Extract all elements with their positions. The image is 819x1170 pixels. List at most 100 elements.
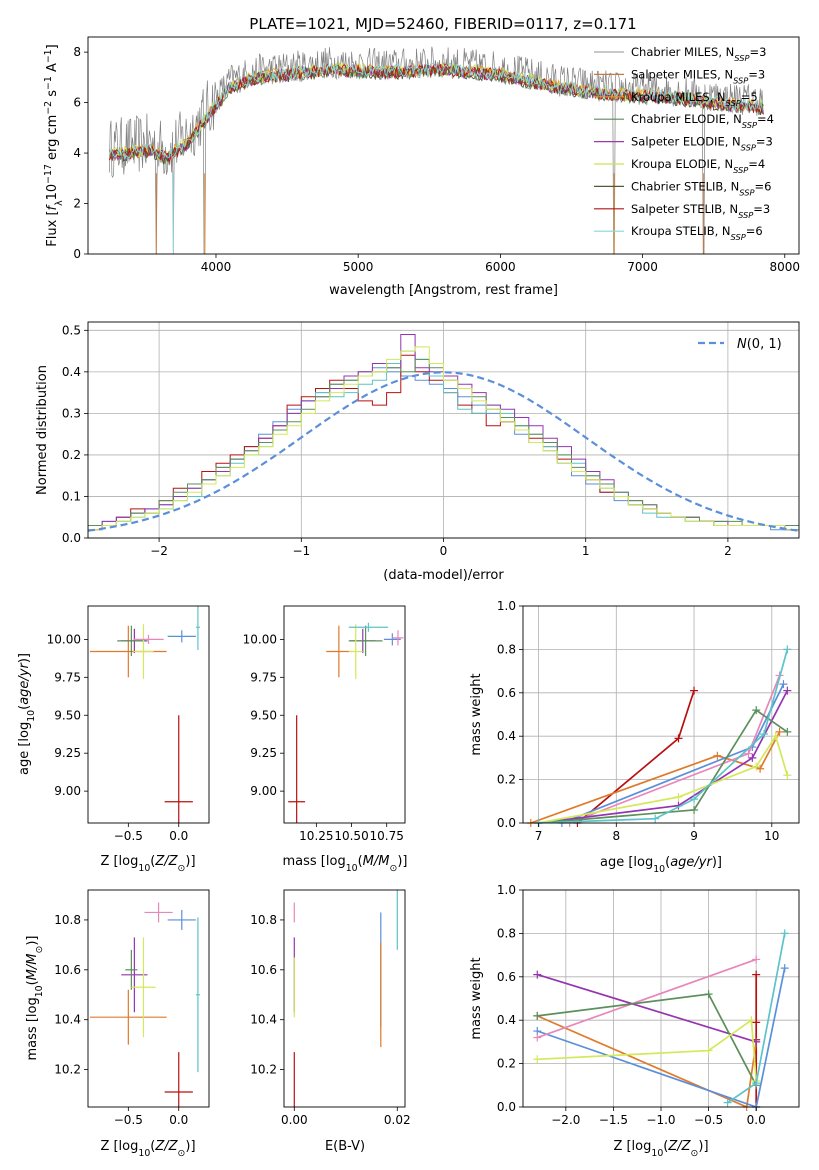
- weight-age-point: [783, 686, 792, 695]
- weight-z-point: [704, 1046, 713, 1055]
- age-z-ytick-label: 9.75: [54, 670, 81, 684]
- mass-z-ytick-label: 10.8: [54, 913, 81, 927]
- age-z-ytick-label: 9.25: [54, 746, 81, 760]
- spectrum-ytick-label: 8: [73, 45, 81, 59]
- weight-age-point: [783, 727, 792, 736]
- age-mass-ytick-label: 9.50: [250, 708, 277, 722]
- weight-age-xtick-label: 10: [764, 829, 779, 843]
- weight-age-point: [771, 732, 780, 741]
- weight-age-point: [744, 749, 753, 758]
- spectrum-xlabel: wavelength [Angstrom, rest frame]: [329, 283, 558, 298]
- weight-age-series-line: [576, 690, 695, 823]
- age-z-xtick-label: −0.5: [114, 829, 143, 843]
- mass-ebv-ytick-label: 10.8: [250, 913, 277, 927]
- residuals-xlabel: (data-model)/error: [383, 568, 504, 583]
- weight-age-axes: [523, 605, 799, 824]
- weight-z-ytick-label: 0.4: [497, 1013, 516, 1027]
- weight-z-point: [752, 1018, 761, 1027]
- age-z-ytick-label: 9.50: [54, 708, 81, 722]
- weight-z-point: [704, 990, 713, 999]
- residuals-axes: [88, 322, 799, 539]
- residuals-ytick-label: 0.2: [62, 448, 81, 462]
- age-z-ytick-label: 10.00: [47, 632, 81, 646]
- weight-age-ytick-label: 0.0: [497, 816, 516, 830]
- residuals-xtick-label: 2: [724, 544, 732, 558]
- normal-curve: [87, 371, 800, 532]
- weight-z-xlabel: Z [log10(Z/Z⊙)]: [613, 1139, 708, 1159]
- weight-age-xtick-label: 8: [612, 829, 620, 843]
- weight-age-series-line: [538, 708, 788, 823]
- weight-age-point: [783, 771, 792, 780]
- weight-age-xtick-label: 9: [690, 829, 698, 843]
- mass-z-ytick-label: 10.4: [54, 1013, 81, 1027]
- age-mass-ytick-label: 9.00: [250, 784, 277, 798]
- weight-age-point: [690, 686, 699, 695]
- weight-age-point: [674, 734, 683, 743]
- mass-z-ylabel: mass [log10(M/M⊙)]: [25, 936, 45, 1061]
- weight-age-point: [674, 792, 683, 801]
- weight-age-point: [783, 645, 792, 654]
- weight-age-ytick-label: 1.0: [497, 599, 516, 613]
- mass-ebv-xtick-label: 0.02: [384, 1113, 411, 1127]
- weight-age-point: [651, 814, 660, 823]
- mass-z-xtick-label: 0.0: [169, 1113, 188, 1127]
- legend-label: Kroupa MILES, NSSP=5: [631, 90, 758, 108]
- figure-title: PLATE=1021, MJD=52460, FIBERID=0117, z=0…: [249, 15, 636, 33]
- spectrum-xtick-label: 4000: [201, 260, 232, 274]
- mass-ebv-xlabel: E(B-V): [325, 1139, 365, 1154]
- spectrum-xtick-label: 6000: [485, 260, 516, 274]
- age-mass-ytick-label: 9.75: [250, 670, 277, 684]
- weight-age-point: [779, 680, 788, 689]
- mass-z-xtick-label: −0.5: [114, 1113, 143, 1127]
- weight-age-point: [775, 727, 784, 736]
- weight-age-point: [760, 730, 769, 739]
- residual-histogram: [88, 346, 799, 538]
- age-mass-ytick-label: 10.00: [243, 632, 277, 646]
- age-z-xtick-label: 0.0: [169, 829, 188, 843]
- weight-z-point: [780, 929, 789, 938]
- weight-z-series-line: [537, 1018, 758, 1082]
- weight-age-point: [690, 795, 699, 804]
- weight-age-ytick-label: 0.8: [497, 642, 516, 656]
- weight-z-point: [752, 1079, 761, 1088]
- mass-ebv-ytick-label: 10.2: [250, 1063, 277, 1077]
- age-mass-xtick-label: 10.25: [299, 829, 333, 843]
- legend-label: Kroupa ELODIE, NSSP=4: [631, 157, 765, 175]
- weight-age-point: [713, 751, 722, 760]
- spectrum-ytick-label: 0: [73, 247, 81, 261]
- weight-z-ytick-label: 1.0: [497, 883, 516, 897]
- legend-label: Chabrier STELIB, NSSP=6: [631, 179, 771, 197]
- weight-z-series-line: [536, 1015, 758, 1107]
- weight-z-point: [533, 1033, 542, 1042]
- legend-label: Chabrier ELODIE, NSSP=4: [631, 112, 774, 130]
- age-mass-xlabel: mass [log10(M/M⊙)]: [283, 854, 408, 874]
- age-z-xlabel: Z [log10(Z/Z⊙)]: [100, 854, 195, 874]
- residuals-xtick-label: 0: [440, 544, 448, 558]
- residuals-ytick-label: 0.5: [62, 323, 81, 337]
- spectrum-ytick-label: 4: [73, 146, 81, 160]
- spectrum-xtick-label: 5000: [343, 260, 374, 274]
- mass-ebv-ytick-label: 10.4: [250, 1013, 277, 1027]
- weight-z-series-line: [537, 973, 757, 1043]
- weight-age-point: [748, 753, 757, 762]
- weight-z-point: [780, 964, 789, 973]
- spectrum-xtick-label: 7000: [627, 260, 658, 274]
- residuals-ytick-label: 0.4: [62, 365, 81, 379]
- weight-z-point: [747, 1016, 756, 1025]
- weight-z-ytick-label: 0.2: [497, 1057, 516, 1071]
- weight-age-point: [690, 805, 699, 814]
- residuals-xtick-label: −2: [150, 544, 168, 558]
- spectrum-frame: [87, 36, 800, 255]
- weight-z-point: [533, 1055, 542, 1064]
- residuals-ylabel: Normed distribution: [35, 365, 50, 495]
- normal-legend-label: N(0, 1): [737, 337, 782, 352]
- weight-age-point: [752, 762, 761, 771]
- mass-ebv-ytick-label: 10.6: [250, 963, 277, 977]
- legend-label: Salpeter MILES, NSSP=3: [631, 67, 765, 85]
- residuals-ytick-label: 0.3: [62, 406, 81, 420]
- mass-ebv-xtick-label: 0.00: [281, 1113, 308, 1127]
- weight-z-ylabel: mass weight: [469, 957, 484, 1039]
- weight-age-point: [752, 706, 761, 715]
- residuals-ytick-label: 0.1: [62, 489, 81, 503]
